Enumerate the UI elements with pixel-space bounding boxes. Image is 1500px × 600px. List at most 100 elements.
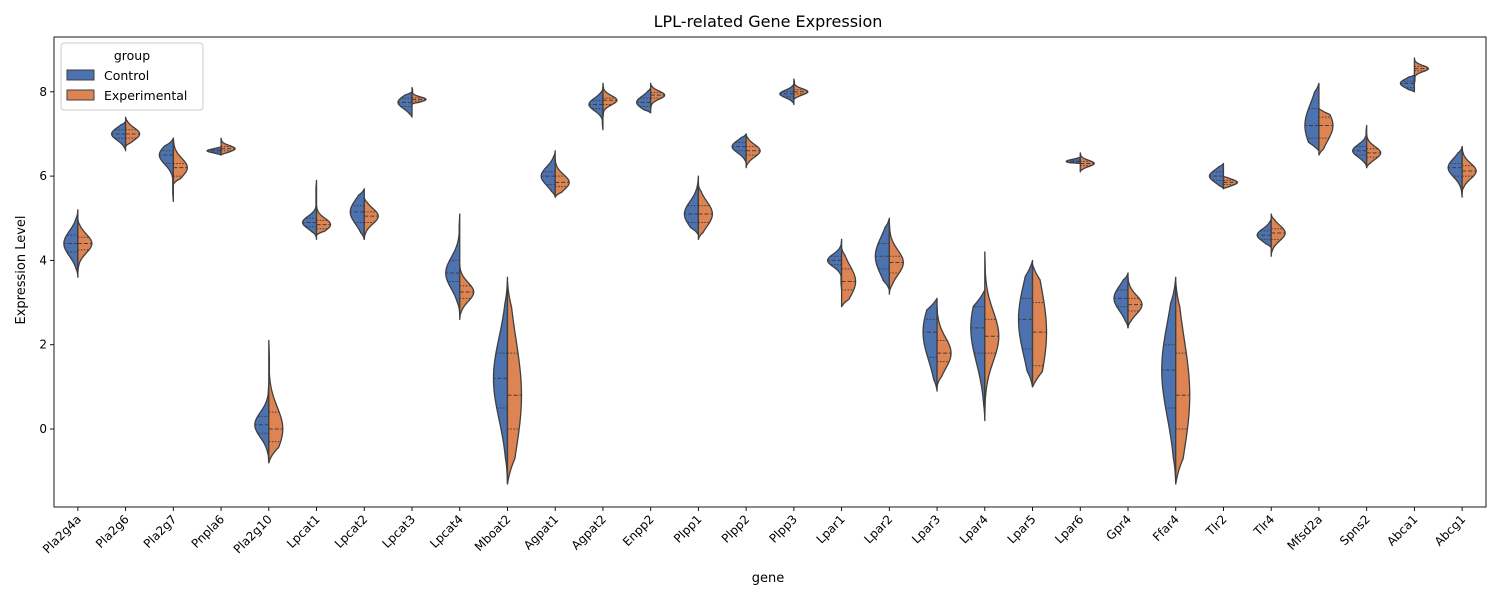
violin-experimental-abcg1	[1461, 145, 1477, 194]
violin-body	[697, 183, 714, 240]
violin-control-pla2g6	[110, 120, 127, 152]
violin-body	[254, 382, 270, 464]
violin-control-lpar6	[1065, 156, 1081, 165]
violin-experimental-pla2g6	[124, 116, 141, 148]
violin-body	[268, 339, 284, 464]
violin-experimental-abca1	[1413, 57, 1430, 85]
legend: group Control Experimental	[60, 42, 204, 111]
x-tick-label: Pla2g6	[93, 512, 132, 551]
violin-experimental-pla2g7	[172, 137, 188, 186]
violin-control-ffar4	[1161, 276, 1177, 485]
violin-control-plpp2	[731, 133, 747, 165]
violin-experimental-pla2g4a	[77, 217, 93, 274]
x-tick-label: Tlr4	[1250, 512, 1277, 539]
y-tick-label: 2	[39, 338, 47, 352]
violin-control-plpp1	[683, 175, 700, 236]
violin-control-lpcat4	[445, 213, 461, 316]
x-tick-label: Lpcat2	[332, 512, 371, 551]
x-tick-label: Agpat2	[569, 512, 609, 552]
violin-experimental-agpat1	[554, 158, 570, 198]
violin-body	[1079, 152, 1095, 173]
violin-experimental-plpp2	[745, 133, 761, 169]
violin-control-abca1	[1399, 74, 1416, 93]
x-tick-label: Pla2g10	[231, 512, 275, 556]
x-tick-label: Plpp3	[766, 512, 800, 546]
y-tick-label: 0	[39, 422, 47, 436]
x-tick-label: Lpar1	[814, 512, 848, 546]
violin-control-spns2	[1352, 124, 1368, 169]
violin-control-lpar5	[1017, 259, 1034, 388]
violin-control-mboat2	[492, 276, 509, 485]
violin-body	[492, 276, 509, 485]
violin-body	[874, 217, 890, 291]
x-tick-label: Lpar6	[1052, 512, 1086, 546]
violin-body	[1366, 133, 1382, 169]
violin-control-abcg1	[1447, 145, 1463, 198]
x-tick-label: Gpr4	[1103, 512, 1134, 543]
x-tick-label: Tlr2	[1203, 512, 1230, 539]
violin-control-lpar1	[826, 238, 843, 291]
x-tick-label: Plpp1	[671, 512, 705, 546]
x-tick-label: Lpcat3	[380, 512, 419, 551]
violin-experimental-ffar4	[1175, 280, 1191, 485]
violin-experimental-tlr4	[1270, 213, 1286, 257]
violin-experimental-lpar6	[1079, 152, 1095, 173]
violin-experimental-agpat2	[602, 82, 618, 118]
violin-body	[1031, 263, 1048, 388]
violin-body	[301, 179, 318, 240]
violin-control-lpar4	[970, 289, 986, 422]
x-tick-label: Lpar5	[1005, 512, 1039, 546]
violin-body	[1175, 280, 1191, 485]
legend-label: Experimental	[104, 88, 187, 103]
violin-body	[554, 158, 570, 198]
violin-body	[1113, 272, 1129, 329]
violin-control-tlr2	[1208, 162, 1225, 190]
violin-control-pnpla6	[206, 145, 222, 156]
violin-body	[1318, 108, 1334, 156]
legend-swatch	[66, 89, 95, 101]
violin-body	[124, 116, 141, 148]
violin-control-lpcat1	[301, 179, 318, 240]
violin-experimental-lpar4	[984, 251, 1000, 418]
violin-experimental-lpar2	[888, 221, 904, 295]
violin-control-agpat1	[540, 150, 556, 198]
violin-body	[1161, 276, 1177, 485]
violin-experimental-lpcat4	[459, 263, 475, 321]
x-tick-label: Pla2g7	[141, 512, 180, 551]
violin-body	[922, 297, 938, 392]
x-tick-label: Abca1	[1384, 512, 1420, 548]
violin-control-pla2g4a	[63, 209, 79, 278]
violin-experimental-mboat2	[506, 280, 523, 485]
violin-body	[888, 221, 904, 295]
violin-body	[506, 280, 523, 485]
legend-box	[60, 42, 204, 111]
x-axis-label: gene	[752, 571, 785, 586]
violin-body	[363, 196, 379, 240]
violin-body	[650, 82, 666, 110]
y-tick-label: 6	[39, 169, 47, 183]
violin-body	[970, 289, 986, 422]
x-tick-label: Enpp2	[620, 512, 657, 549]
violin-body	[1256, 217, 1272, 249]
legend-swatch	[66, 69, 95, 81]
violin-control-enpp2	[636, 86, 652, 114]
violin-body	[1127, 276, 1143, 329]
x-tick-label: Mboat2	[472, 512, 514, 554]
y-tick-label: 8	[39, 85, 47, 99]
violin-body	[540, 150, 556, 198]
x-tick-label: Ffar4	[1150, 512, 1182, 544]
x-tick-label: Abcg1	[1432, 512, 1469, 549]
violin-experimental-lpar5	[1031, 263, 1048, 388]
x-tick-label: Lpcat4	[427, 512, 466, 551]
violin-experimental-lpar3	[936, 306, 952, 388]
violin-experimental-plpp3	[793, 78, 809, 101]
violin-control-agpat2	[588, 86, 604, 131]
violin-control-pla2g7	[158, 137, 174, 203]
violin-body	[1461, 145, 1477, 194]
violin-experimental-lpcat3	[411, 86, 427, 106]
violin-body	[731, 133, 747, 165]
violin-control-tlr4	[1256, 217, 1272, 249]
violin-experimental-mfsd2a	[1318, 108, 1334, 156]
violin-body	[1447, 145, 1463, 198]
